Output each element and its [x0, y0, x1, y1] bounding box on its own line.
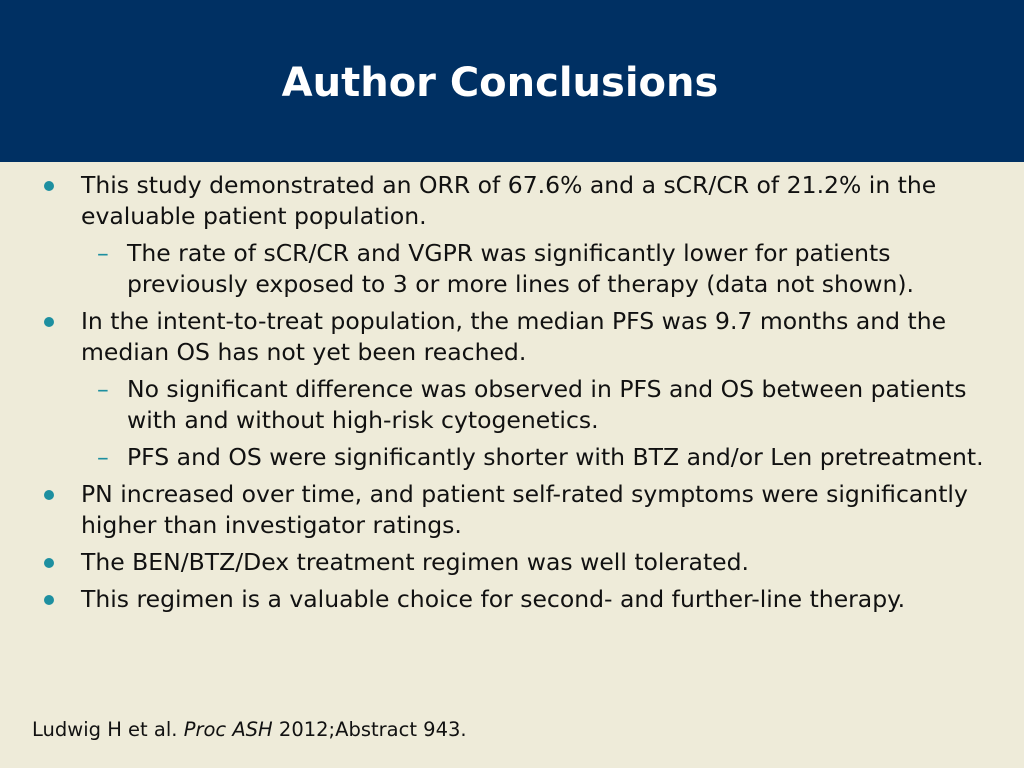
- bullet-item: This study demonstrated an ORR of 67.6% …: [0, 170, 1024, 232]
- bullet-item: In the intent-to-treat population, the m…: [0, 306, 1024, 368]
- bullet-text: PN increased over time, and patient self…: [81, 480, 968, 539]
- bullet-text: The BEN/BTZ/Dex treatment regimen was we…: [81, 548, 750, 576]
- sub-bullet-text: The rate of sCR/CR and VGPR was signific…: [127, 239, 915, 298]
- dash-icon: –: [97, 443, 109, 471]
- sub-bullet-text: PFS and OS were significantly shorter wi…: [127, 443, 984, 471]
- bullet-item: This regimen is a valuable choice for se…: [0, 584, 1024, 615]
- bullet-text: This regimen is a valuable choice for se…: [81, 585, 906, 613]
- title-bar: Author Conclusions: [0, 0, 1024, 162]
- dash-icon: –: [97, 375, 109, 403]
- bullet-dot-icon: [44, 490, 54, 500]
- sub-bullet-text: No significant difference was observed i…: [127, 375, 967, 434]
- sub-bullet-item: – PFS and OS were significantly shorter …: [0, 442, 1024, 473]
- bullet-list: This study demonstrated an ORR of 67.6% …: [0, 170, 1024, 621]
- bullet-text: In the intent-to-treat population, the m…: [81, 307, 947, 366]
- slide-title: Author Conclusions: [281, 60, 719, 106]
- sub-bullet-item: – The rate of sCR/CR and VGPR was signif…: [0, 238, 1024, 300]
- bullet-dot-icon: [44, 595, 54, 605]
- bullet-text: This study demonstrated an ORR of 67.6% …: [81, 171, 937, 230]
- reference-authors: Ludwig H et al.: [32, 718, 178, 741]
- bullet-dot-icon: [44, 181, 54, 191]
- sub-bullet-item: – No significant difference was observed…: [0, 374, 1024, 436]
- reference-citation: 2012;Abstract 943.: [278, 718, 467, 741]
- reference-journal: Proc ASH: [183, 718, 273, 741]
- reference-footnote: Ludwig H et al. Proc ASH 2012;Abstract 9…: [32, 717, 467, 743]
- dash-icon: –: [97, 239, 109, 267]
- bullet-dot-icon: [44, 317, 54, 327]
- bullet-item: PN increased over time, and patient self…: [0, 479, 1024, 541]
- bullet-item: The BEN/BTZ/Dex treatment regimen was we…: [0, 547, 1024, 578]
- bullet-dot-icon: [44, 558, 54, 568]
